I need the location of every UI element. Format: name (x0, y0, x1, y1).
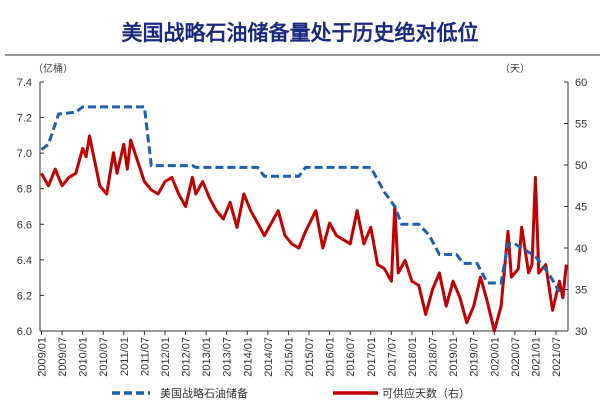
x-tick-label: 2014/01 (242, 337, 254, 377)
right-tick-label: 30 (575, 326, 587, 338)
right-tick-label: 50 (575, 160, 587, 172)
right-tick-label: 35 (575, 285, 587, 297)
x-tick-label: 2009/01 (37, 337, 49, 377)
chart-title: 美国战略石油储备量处于历史绝对低位 (122, 20, 479, 45)
x-tick-label: 2020/07 (510, 337, 522, 377)
left-tick-label: 7.0 (17, 148, 32, 160)
x-tick-label: 2013/01 (201, 337, 213, 377)
right-tick-label: 45 (575, 202, 587, 214)
supply-days-line (40, 134, 568, 333)
x-tick-label: 2012/07 (181, 337, 193, 377)
right-tick-label: 55 (575, 119, 587, 131)
left-tick-label: 6.8 (17, 184, 32, 196)
x-tick-label: 2021/01 (530, 337, 542, 377)
left-axis-unit: （亿桶） (33, 62, 73, 75)
x-tick-label: 2021/07 (551, 337, 563, 377)
x-tick-label: 2012/01 (160, 337, 172, 377)
left-tick-label: 6.4 (17, 255, 32, 267)
x-tick-label: 2019/07 (469, 337, 481, 377)
series-group (40, 105, 568, 333)
x-tick-label: 2016/01 (325, 337, 337, 377)
x-tick-label: 2020/01 (489, 337, 501, 377)
left-tick-label: 6.2 (17, 290, 32, 302)
x-tick-label: 2010/07 (98, 337, 110, 377)
x-tick-label: 2011/07 (139, 337, 151, 376)
x-tick-label: 2018/01 (407, 337, 419, 377)
x-tick-label: 2018/07 (428, 337, 440, 377)
right-axis-unit: （天） (500, 63, 530, 75)
legend: 美国战略石油储备 可供应天数（右） (112, 386, 470, 400)
left-tick-label: 6.0 (17, 326, 32, 338)
left-tick-label: 6.6 (17, 219, 32, 231)
legend-label-spr: 美国战略石油储备 (160, 386, 248, 400)
right-tick-label: 40 (575, 243, 587, 255)
x-tick-label: 2013/07 (222, 337, 234, 377)
x-tick-label: 2014/07 (263, 337, 275, 377)
x-tick-label: 2017/07 (386, 337, 398, 377)
x-tick-label: 2017/01 (366, 337, 378, 377)
x-tick-label: 2009/07 (57, 337, 69, 377)
x-tick-label: 2011/01 (119, 337, 131, 376)
x-tick-label: 2016/07 (345, 337, 357, 377)
x-tick-label: 2015/01 (283, 337, 295, 377)
left-tick-label: 7.4 (17, 77, 32, 89)
x-tick-label: 2010/01 (78, 337, 90, 377)
x-tick-label: 2019/01 (448, 337, 460, 377)
right-tick-label: 60 (575, 77, 587, 89)
x-tick-label: 2015/07 (304, 337, 316, 377)
legend-label-days: 可供应天数（右） (382, 386, 470, 400)
spr-line (40, 105, 561, 293)
axes: 6.0 6.2 6.4 6.6 6.8 7.0 7.2 7.4 30 35 40 45 50 55 60 20… (17, 77, 588, 377)
left-tick-label: 7.2 (17, 113, 32, 125)
